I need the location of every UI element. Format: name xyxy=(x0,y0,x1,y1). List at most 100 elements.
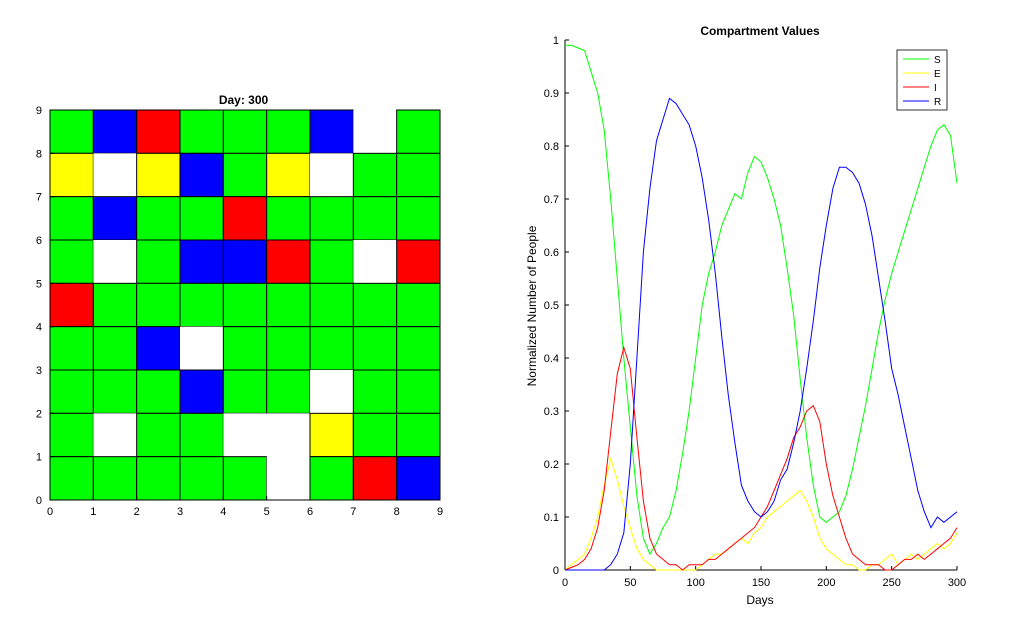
x-axis-label: Days xyxy=(746,593,773,607)
series-line-S xyxy=(565,44,958,556)
legend-label-S: S xyxy=(934,55,941,66)
heatmap-x-tick-label: 5 xyxy=(264,506,270,518)
heatmap-cell-green xyxy=(266,282,311,328)
x-tick-label: 200 xyxy=(817,577,835,589)
heatmap-cell-white xyxy=(310,370,354,414)
heatmap-cell-green xyxy=(266,109,311,154)
heatmap-cell-green xyxy=(92,282,138,328)
heatmap-cell-green xyxy=(92,456,138,501)
heatmap-cell-green xyxy=(179,282,224,328)
heatmap-cell-white xyxy=(353,110,397,154)
x-tick-label: 300 xyxy=(948,577,966,589)
heatmap-cell-green xyxy=(266,369,311,414)
heatmap-cell-green xyxy=(396,412,441,458)
heatmap-cell-green xyxy=(179,412,224,458)
heatmap-cell-red xyxy=(266,239,311,284)
heatmap-x-tick-label: 2 xyxy=(134,506,140,518)
heatmap-x-tick-label: 4 xyxy=(220,506,226,518)
heatmap-y-tick-label: 5 xyxy=(36,278,42,290)
heatmap-cell-white xyxy=(353,240,397,284)
heatmap-cell-blue xyxy=(396,456,441,501)
heatmap-cell-green xyxy=(352,196,398,241)
heatmap-cell-red xyxy=(352,456,398,501)
heatmap-cell-red xyxy=(136,109,181,154)
y-tick-label: 0.6 xyxy=(544,247,559,259)
x-tick-label: 0 xyxy=(562,577,568,589)
heatmap-cell-green xyxy=(136,456,181,501)
heatmap-cell-blue xyxy=(309,109,354,154)
heatmap-cell-white xyxy=(266,456,310,500)
y-tick-label: 0 xyxy=(553,565,559,577)
heatmap-cell-yellow xyxy=(136,152,181,198)
heatmap-cell-blue xyxy=(92,109,138,154)
heatmap-cell-green xyxy=(136,412,181,458)
grid-heatmap-panel: Day: 300 0 1 2 3 4 5 6 7 8 9 0 1 2 3 4 5 6 7 8 9 xyxy=(36,93,443,518)
heatmap-cell-blue xyxy=(179,369,224,414)
legend-label-R: R xyxy=(934,97,941,108)
heatmap-axes: 0 1 2 3 4 5 6 7 8 9 0 1 2 3 4 5 6 7 8 9 xyxy=(36,105,443,518)
heatmap-cell-green xyxy=(352,326,398,371)
legend-box xyxy=(896,49,948,111)
heatmap-x-tick-label: 0 xyxy=(47,506,53,518)
heatmap-cell-red xyxy=(396,239,441,284)
heatmap-cell-green xyxy=(136,196,181,241)
heatmap-cell-blue xyxy=(179,239,224,284)
x-tick-label: 150 xyxy=(752,577,770,589)
heatmap-cell-green xyxy=(266,326,311,371)
y-tick-label: 0.4 xyxy=(544,353,559,365)
heatmap-y-tick-label: 9 xyxy=(36,105,42,117)
line-chart-series xyxy=(564,44,958,571)
heatmap-cell-green xyxy=(309,282,354,328)
heatmap-cell-green xyxy=(92,369,138,414)
heatmap-cell-green xyxy=(266,196,311,241)
heatmap-x-tick-label: 9 xyxy=(437,506,443,518)
heatmap-cell-green xyxy=(396,152,441,198)
heatmap-y-tick-label: 2 xyxy=(36,408,42,420)
heatmap-cell-green xyxy=(396,196,441,241)
heatmap-cell-blue xyxy=(136,326,181,371)
y-tick-label: 0.1 xyxy=(544,512,559,524)
heatmap-cell-white xyxy=(266,413,310,457)
heatmap-cell-green xyxy=(222,369,268,414)
heatmap-cell-green xyxy=(222,456,268,501)
heatmap-cell-green xyxy=(222,326,268,371)
heatmap-cell-green xyxy=(49,109,94,154)
heatmap-y-tick-label: 4 xyxy=(36,322,42,334)
heatmap-cell-blue xyxy=(92,196,138,241)
heatmap-cell-green xyxy=(396,369,441,414)
heatmap-cell-green xyxy=(49,326,94,371)
heatmap-cell-green xyxy=(396,109,441,154)
heatmap-title: Day: 300 xyxy=(219,93,269,107)
y-tick-label: 0.9 xyxy=(544,88,559,100)
x-tick-label: 250 xyxy=(882,577,900,589)
heatmap-cell-green xyxy=(352,282,398,328)
heatmap-cell-green xyxy=(49,196,94,241)
y-tick-label: 0.2 xyxy=(544,459,559,471)
heatmap-cell-blue xyxy=(179,152,224,198)
y-tick-label: 0.3 xyxy=(544,406,559,418)
legend-label-E: E xyxy=(934,69,941,80)
heatmap-y-tick-label: 8 xyxy=(36,148,42,160)
heatmap-cell-green xyxy=(352,369,398,414)
heatmap-cell-green xyxy=(309,326,354,371)
heatmap-cell-green xyxy=(309,456,354,501)
heatmap-y-tick-label: 7 xyxy=(36,192,42,204)
y-axis-label: Normalized Number of People xyxy=(525,225,539,386)
heatmap-cell-green xyxy=(49,369,94,414)
heatmap-cell-green xyxy=(92,326,138,371)
legend-label-I: I xyxy=(934,83,937,94)
heatmap-cell-white xyxy=(180,326,224,370)
heatmap-x-tick-label: 1 xyxy=(90,506,96,518)
heatmap-y-tick-label: 6 xyxy=(36,235,42,247)
heatmap-x-tick-label: 6 xyxy=(307,506,313,518)
heatmap-cell-green xyxy=(136,369,181,414)
y-tick-label: 0.8 xyxy=(544,141,559,153)
series-line-R xyxy=(565,97,958,571)
heatmap-cell-white xyxy=(310,153,354,197)
heatmap-cell-white xyxy=(93,240,137,284)
heatmap-cell-green xyxy=(222,109,268,154)
heatmap-cell-red xyxy=(49,282,94,328)
y-tick-label: 0.5 xyxy=(544,300,559,312)
